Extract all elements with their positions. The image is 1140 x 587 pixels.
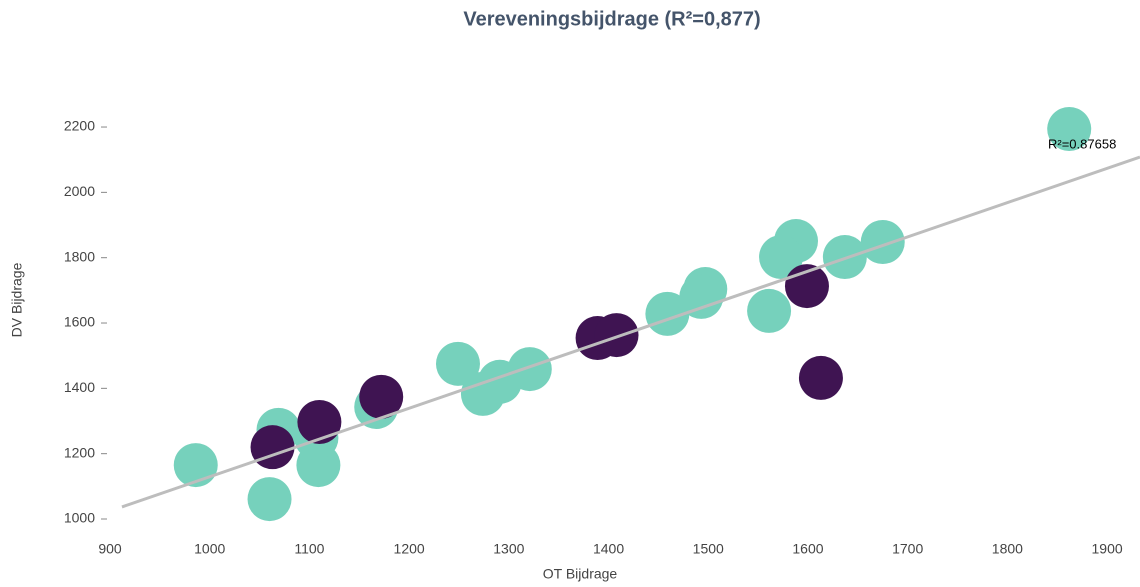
point [679,274,724,319]
point [297,399,342,444]
x-tick-label: 1200 [394,541,425,557]
x-tick-label: 1700 [892,541,923,557]
x-tick-label: 1500 [693,541,724,557]
point [247,477,292,522]
y-tick-label: 2200 [64,118,95,134]
point [250,425,295,470]
annotation: R²=0.87658 [1048,136,1116,151]
y-tick-label: 1200 [64,444,95,460]
x-tick-label: 1000 [194,541,225,557]
y-tick-label: 1800 [64,248,95,264]
y-tick-label: 1000 [64,510,95,526]
x-tick-label: 1100 [294,541,324,557]
x-tick-label: 1300 [493,541,524,557]
chart-title: Vereveningsbijdrage (R²=0,877) [463,8,760,30]
point [460,371,505,416]
x-tick-label: 1400 [593,541,624,557]
x-tick-label: 1800 [992,541,1023,557]
y-tick-label: 2000 [64,183,95,199]
point [747,288,792,333]
point [594,313,639,358]
point [798,355,843,400]
point [860,220,905,265]
point [359,374,404,419]
point [173,443,218,488]
y-tick-label: 1400 [64,379,95,395]
trendline [121,155,1140,509]
y-axis-label: DV Bijdrage [9,262,25,337]
point [435,341,480,386]
x-tick-label: 900 [98,541,122,557]
point [1047,106,1092,151]
point [759,235,804,280]
x-tick-label: 1600 [792,541,823,557]
point [645,291,690,336]
x-axis-label: OT Bijdrage [543,566,618,582]
x-tick-label: 1900 [1092,541,1123,557]
y-tick-label: 1600 [64,314,95,330]
